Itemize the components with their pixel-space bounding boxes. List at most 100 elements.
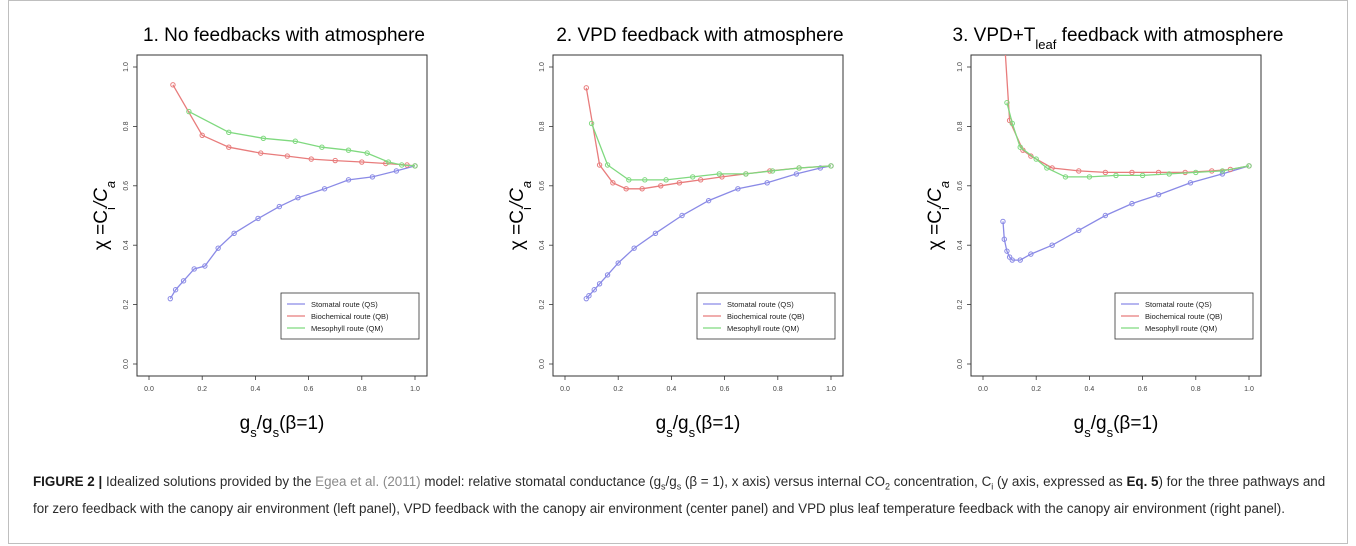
caption-label: FIGURE 2 | — [33, 474, 103, 489]
data-point-mesophyll-route-qm — [319, 144, 325, 150]
y-tick-label: 0.4 — [123, 240, 130, 250]
data-point-biochemical-route-qb — [610, 180, 616, 186]
panel-1: 1. No feedbacks with atmosphere 0.0 0.2 0.4… — [91, 11, 435, 456]
data-point-mesophyll-route-qm — [604, 162, 611, 168]
data-point-biochemical-route-qb — [1129, 169, 1135, 176]
data-point-biochemical-route-qb — [284, 153, 291, 159]
legend-label: Mesophyll route (QM) — [1145, 324, 1218, 333]
legend-label: Mesophyll route (QM) — [727, 324, 800, 333]
series-line-mesophyll-route-qm — [188, 111, 416, 167]
data-point-mesophyll-route-qm — [1044, 165, 1050, 171]
chart-panel-3: 3. VPD+Tleaf feedback with atmosphere 0.0… — [925, 25, 1283, 440]
y-tick-label: 0.0 — [957, 359, 964, 369]
legend-label: Biochemical route (QB) — [1145, 312, 1223, 321]
series-line-mesophyll-route-qm — [1006, 102, 1250, 178]
x-tick-label: 0.6 — [304, 386, 314, 393]
data-point-mesophyll-route-qm — [796, 165, 802, 171]
y-tick-label: 0.4 — [957, 240, 964, 250]
data-point-stomatal-route-qs — [1017, 257, 1023, 263]
data-point-biochemical-route-qb — [719, 174, 725, 180]
data-point-biochemical-route-qb — [623, 186, 629, 192]
data-point-stomatal-route-qs — [1155, 192, 1162, 198]
data-point-stomatal-route-qs — [735, 186, 741, 192]
data-point-stomatal-route-qs — [231, 230, 237, 237]
data-point-mesophyll-route-qm — [588, 120, 595, 127]
series-line-stomatal-route-qs — [585, 165, 832, 300]
x-tick-label: 0.8 — [1191, 386, 1201, 393]
data-point-stomatal-route-qs — [604, 272, 611, 278]
data-point-mesophyll-route-qm — [364, 150, 370, 156]
y-tick-label: 0.0 — [539, 359, 546, 369]
data-point-stomatal-route-qs — [586, 292, 592, 299]
y-axis-label: χ =Ci/Ca — [507, 181, 534, 250]
data-point-mesophyll-route-qm — [1017, 144, 1023, 150]
data-point-biochemical-route-qb — [199, 132, 205, 139]
data-point-stomatal-route-qs — [191, 266, 197, 272]
y-axis-label: χ =Ci/Ca — [925, 181, 952, 250]
panel-2: 2. VPD feedback with atmosphere 0.0 0.2 0.4… — [507, 11, 851, 456]
data-point-stomatal-route-qs — [1129, 200, 1135, 207]
data-point-stomatal-route-qs — [295, 194, 301, 201]
data-point-mesophyll-route-qm — [743, 171, 749, 177]
data-point-mesophyll-route-qm — [828, 163, 834, 169]
chart-panel-2: 2. VPD feedback with atmosphere 0.0 0.2 0.4… — [507, 25, 844, 440]
data-point-mesophyll-route-qm — [1246, 163, 1252, 169]
chart-panel-1: 1. No feedbacks with atmosphere 0.0 0.2 0.4… — [91, 25, 428, 440]
x-axis-label: gs/gs(β=1) — [240, 413, 325, 440]
x-tick-label: 0.6 — [720, 386, 730, 393]
data-point-mesophyll-route-qm — [260, 135, 267, 141]
data-point-mesophyll-route-qm — [385, 159, 392, 165]
x-tick-label: 1.0 — [1244, 386, 1254, 393]
plot-area — [1000, 55, 1252, 263]
data-point-stomatal-route-qs — [1219, 171, 1226, 177]
plot-area — [583, 85, 834, 302]
y-tick-label: 0.6 — [123, 181, 130, 191]
y-axis-label: χ =Ci/Ca — [91, 181, 118, 250]
data-point-biochemical-route-qb — [583, 85, 589, 91]
legend-label: Stomatal route (QS) — [311, 300, 378, 309]
data-point-mesophyll-route-qm — [412, 163, 418, 169]
caption-reference-link[interactable]: Egea et al. (2011) — [315, 474, 421, 489]
y-tick-label: 1.0 — [957, 62, 964, 72]
y-tick-label: 0.8 — [539, 121, 546, 131]
data-point-stomatal-route-qs — [1006, 254, 1013, 260]
y-tick-label: 0.2 — [539, 300, 546, 310]
chart-title: 1. No feedbacks with atmosphere — [143, 25, 425, 46]
data-point-biochemical-route-qb — [226, 144, 232, 150]
data-point-stomatal-route-qs — [1004, 248, 1010, 254]
caption-equation-link[interactable]: Eq. 5 — [1126, 474, 1159, 489]
data-point-mesophyll-route-qm — [1219, 168, 1226, 174]
x-tick-label: 0.4 — [1085, 386, 1095, 393]
series-line-stomatal-route-qs — [169, 165, 416, 300]
data-point-mesophyll-route-qm — [186, 108, 192, 115]
data-point-mesophyll-route-qm — [1193, 169, 1199, 176]
x-tick-label: 0.2 — [1031, 386, 1041, 393]
data-point-stomatal-route-qs — [1049, 242, 1055, 248]
data-point-mesophyll-route-qm — [716, 171, 722, 177]
data-point-stomatal-route-qs — [793, 171, 800, 177]
chart-title: 2. VPD feedback with atmosphere — [556, 25, 843, 46]
data-point-mesophyll-route-qm — [345, 147, 352, 153]
y-tick-label: 0.2 — [957, 300, 964, 310]
data-point-biochemical-route-qb — [697, 177, 704, 183]
data-point-stomatal-route-qs — [679, 212, 685, 219]
data-point-stomatal-route-qs — [172, 287, 179, 293]
data-point-biochemical-route-qb — [359, 159, 365, 165]
x-tick-label: 1.0 — [826, 386, 836, 393]
data-point-mesophyll-route-qm — [1033, 156, 1039, 162]
series-line-mesophyll-route-qm — [590, 123, 832, 181]
data-point-mesophyll-route-qm — [769, 168, 776, 174]
data-point-stomatal-route-qs — [255, 215, 261, 222]
y-tick-label: 1.0 — [539, 62, 546, 72]
data-point-mesophyll-route-qm — [1062, 174, 1069, 180]
data-point-stomatal-route-qs — [1001, 236, 1007, 242]
series-line-biochemical-route-qb — [1004, 55, 1250, 174]
legend-label: Stomatal route (QS) — [727, 300, 794, 309]
plot-frame — [552, 54, 844, 377]
data-point-stomatal-route-qs — [705, 197, 712, 204]
y-tick-label: 0.8 — [957, 121, 964, 131]
data-point-biochemical-route-qb — [676, 180, 683, 186]
data-point-stomatal-route-qs — [1009, 257, 1015, 263]
x-tick-label: 0.6 — [1138, 386, 1148, 393]
data-point-biochemical-route-qb — [170, 82, 176, 88]
